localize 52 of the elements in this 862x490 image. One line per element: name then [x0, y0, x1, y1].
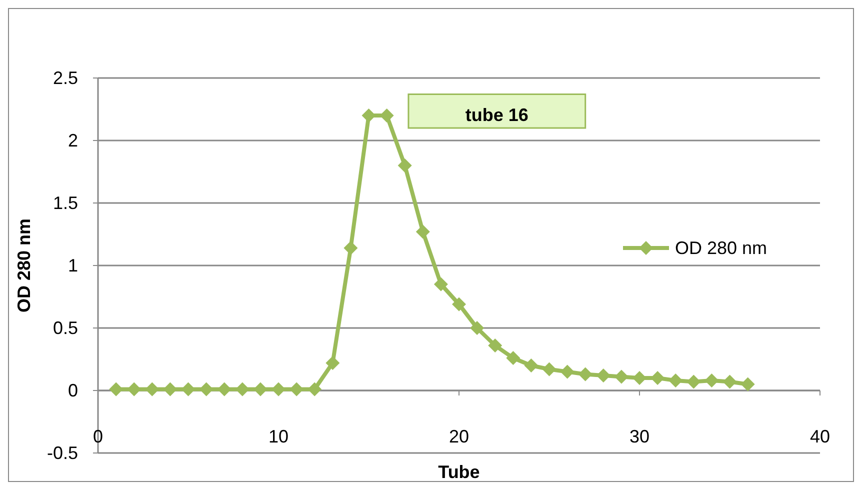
- point: [380, 108, 394, 122]
- point: [253, 382, 268, 396]
- point: [614, 370, 628, 384]
- point: [704, 374, 719, 388]
- point: [272, 382, 286, 396]
- y-tick-label: 2.5: [52, 68, 78, 88]
- point: [452, 297, 466, 312]
- point: [542, 362, 556, 376]
- point: [235, 382, 250, 396]
- point: [398, 158, 412, 172]
- point: [217, 382, 232, 396]
- point: [181, 382, 196, 396]
- point: [416, 224, 430, 239]
- y-tick-label: -0.5: [46, 443, 78, 463]
- point: [362, 108, 376, 122]
- y-tick-label: 1: [68, 256, 78, 276]
- point: [686, 374, 701, 389]
- point: [560, 364, 574, 379]
- point: [163, 382, 178, 396]
- x-tick-label: 40: [810, 426, 830, 446]
- point: [740, 377, 755, 392]
- point: [344, 241, 358, 255]
- x-tick-label: 20: [448, 426, 470, 446]
- point: [326, 356, 340, 370]
- y-tick-label: 2: [68, 130, 78, 150]
- x-axis-title: Tube: [438, 462, 480, 482]
- x-tick-label: 30: [629, 426, 650, 446]
- y-tick-label: 1.5: [52, 193, 78, 213]
- point: [578, 367, 592, 382]
- point: [506, 351, 520, 365]
- point: [596, 368, 610, 382]
- point: [524, 358, 538, 372]
- point: [199, 382, 214, 396]
- x-tick-label: 10: [268, 426, 289, 446]
- point: [109, 382, 124, 396]
- point: [308, 382, 322, 396]
- point: [650, 371, 665, 385]
- point: [470, 321, 484, 335]
- point: [127, 382, 142, 396]
- point: [668, 374, 683, 388]
- x-tick-label: 0: [92, 426, 104, 446]
- point: [488, 338, 502, 352]
- point: [434, 277, 448, 292]
- annotation: tube 16: [465, 105, 528, 125]
- point: [145, 382, 160, 396]
- legend-label: OD 280 nm: [675, 238, 768, 258]
- y-axis-title: OD 280 nm: [14, 218, 34, 313]
- point: [632, 371, 646, 385]
- point: [722, 374, 737, 389]
- point: [290, 382, 304, 396]
- y-tick-label: 0.5: [52, 318, 78, 338]
- y-tick-label: 0: [68, 380, 78, 400]
